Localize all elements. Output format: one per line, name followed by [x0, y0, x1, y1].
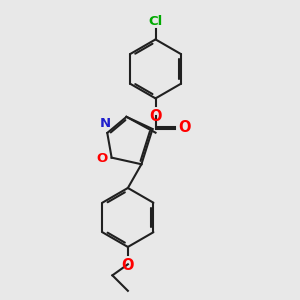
- Text: O: O: [149, 109, 162, 124]
- Text: N: N: [100, 117, 111, 130]
- Text: O: O: [122, 258, 134, 273]
- Text: Cl: Cl: [148, 15, 163, 28]
- Text: O: O: [178, 120, 191, 135]
- Text: O: O: [96, 152, 107, 165]
